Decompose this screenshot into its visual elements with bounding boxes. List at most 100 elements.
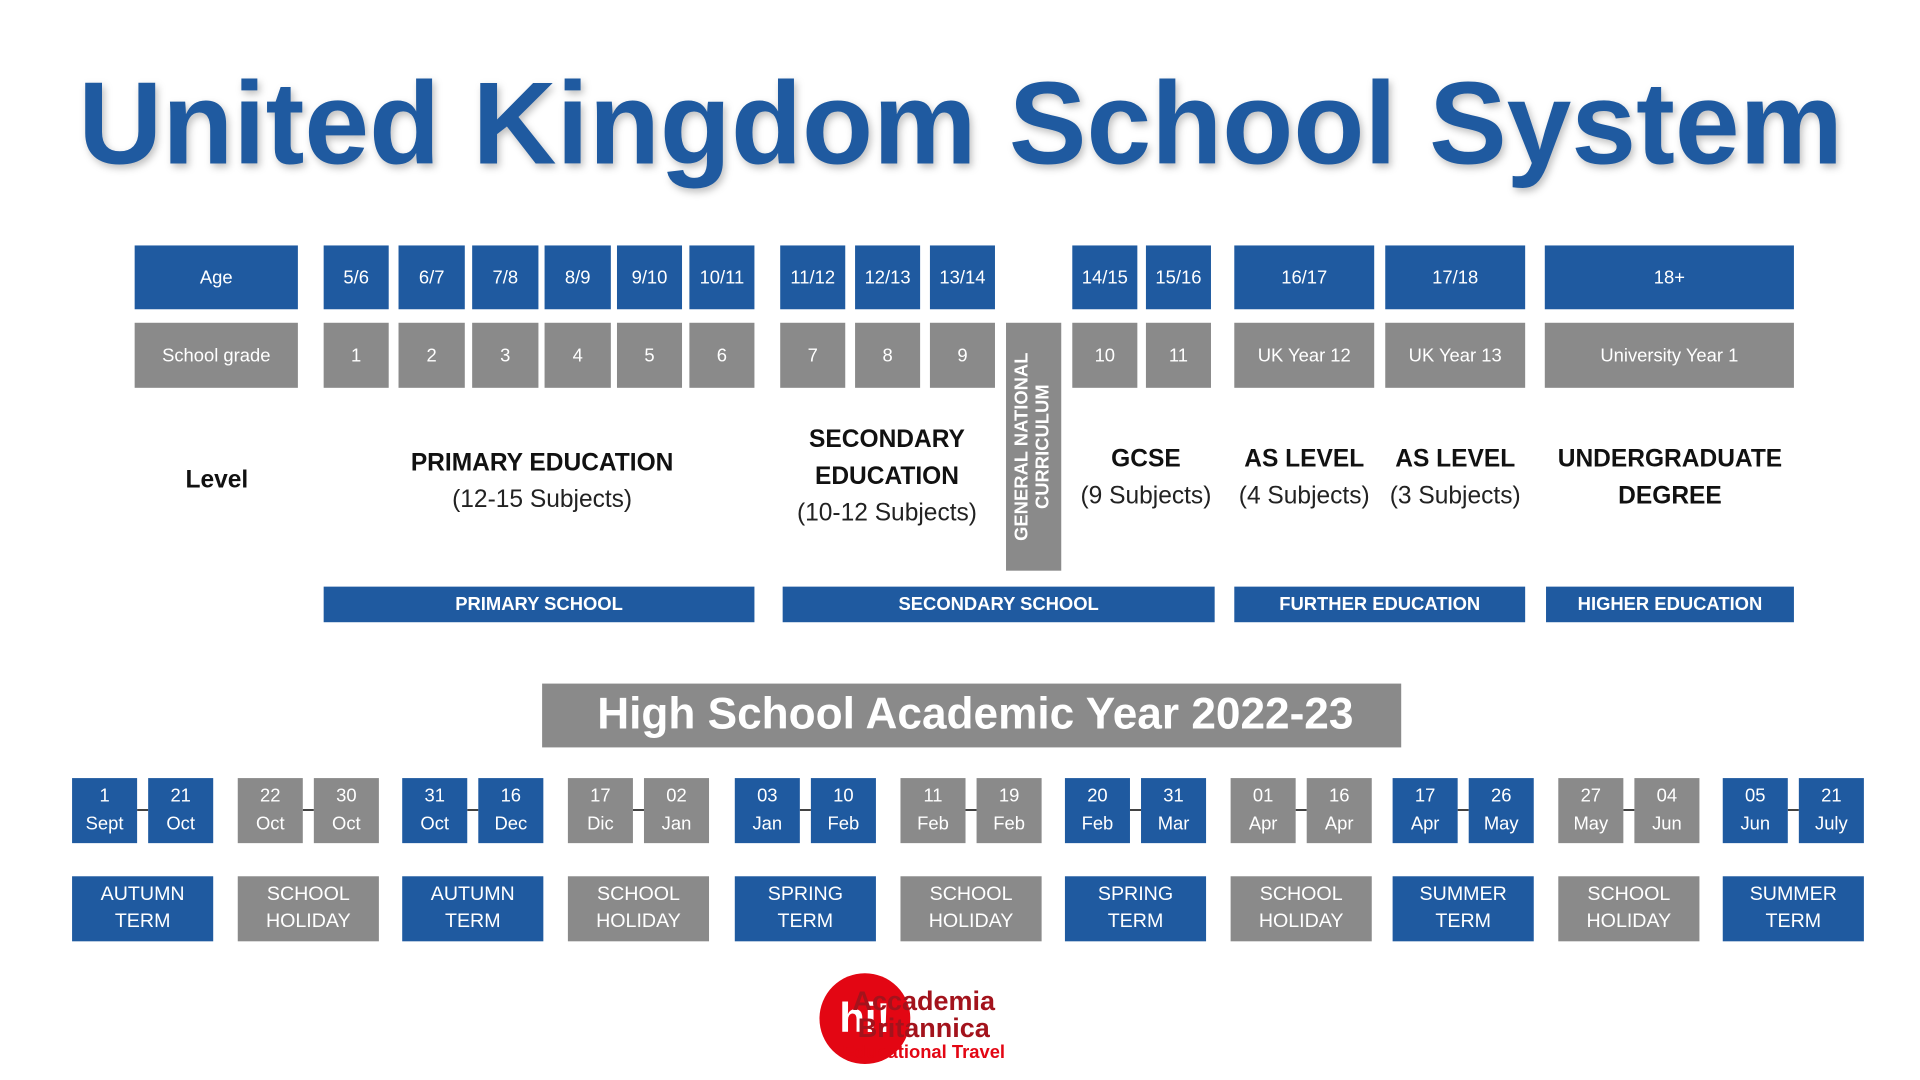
curriculum-line: GENERAL NATIONAL [1010,353,1031,541]
date-box [1392,778,1458,844]
age-box [398,245,465,310]
level-note: (3 Subjects) [1390,483,1521,510]
date-day: 11 [923,784,942,805]
date-month: Mar [1158,813,1190,834]
level-note: (4 Subjects) [1239,483,1370,510]
grade: 11 [1169,344,1188,365]
grade-box [689,322,755,388]
grade: 8 [882,344,892,365]
grade-box [472,322,539,388]
term-label: SCHOOL [267,883,350,905]
term-label: TERM [1766,910,1822,932]
term-box [567,876,710,942]
date-day: 22 [260,784,280,805]
date-month: Dec [494,813,527,834]
curriculum-box [1006,322,1062,571]
age: 15/16 [1155,266,1201,287]
grade: University Year 1 [1600,344,1738,365]
date-day: 04 [1657,784,1677,805]
age: 7/8 [493,266,519,287]
term-box [1230,876,1372,942]
term-box [237,876,379,942]
title: United Kingdom School System [78,57,1843,188]
date-box [478,778,544,844]
term-label: TERM [445,910,501,932]
grade: 5 [644,344,654,365]
date-month: Oct [420,813,449,834]
age-box [855,245,921,310]
level-heading: SECONDARY [809,426,965,453]
age: 6/7 [419,266,445,287]
date-month: Oct [166,813,195,834]
age-box [1385,245,1526,310]
term-label: SUMMER [1420,883,1507,905]
date-month: Feb [828,813,860,834]
term-label: HOLIDAY [1587,910,1672,932]
logo-tagline: Educational Travel [843,1041,1006,1062]
term-box [1722,876,1864,942]
calendar-title-box [542,683,1402,748]
grade-box [855,322,921,388]
logo-name: Britannica [858,1013,991,1043]
date-month: Apr [1325,813,1354,834]
age-box [689,245,755,310]
date-month: Sept [86,813,124,834]
term-box [72,876,214,942]
date-box [643,778,710,844]
level-heading: EDUCATION [815,463,959,490]
calendar-title: High School Academic Year 2022-23 [597,689,1353,738]
term-box [1392,876,1534,942]
date-month: Jun [1652,813,1682,834]
date-day: 02 [666,784,686,805]
grade: UK Year 13 [1409,344,1502,365]
date-box [1064,778,1130,844]
grade-box [398,322,465,388]
date-box [1558,778,1624,844]
term-label: SCHOOL [1260,883,1343,905]
age-box [929,245,995,310]
date-day: 20 [1087,784,1107,805]
level-heading: AS LEVEL [1395,446,1515,473]
age: 5/6 [343,266,369,287]
date-box [402,778,468,844]
school-name: SECONDARY SCHOOL [899,593,1099,614]
grade: 1 [351,344,361,365]
term-label: TERM [1435,910,1491,932]
level-heading: AS LEVEL [1244,446,1364,473]
term-box [1064,876,1207,942]
age: 17/18 [1432,266,1478,287]
date-box [1306,778,1372,844]
age: 10/11 [700,266,745,287]
age: 8/9 [565,266,591,287]
school-name: FURTHER EDUCATION [1279,593,1480,614]
term-label: HOLIDAY [1259,910,1344,932]
term-label: SCHOOL [930,883,1013,905]
date-day: 31 [1163,784,1183,805]
term-label: HOLIDAY [929,910,1014,932]
grade-box [1234,322,1375,388]
date-day: 16 [1329,784,1349,805]
term-box [900,876,1042,942]
date-box [1468,778,1534,844]
term-box [402,876,544,942]
level-note: (12-15 Subjects) [452,486,632,513]
curriculum: GENERAL NATIONAL CURRICULUM [1010,353,1052,541]
date-month: Jun [1740,813,1770,834]
logo-circle [819,973,911,1065]
date-month: Jan [752,813,782,834]
age-box [1145,245,1211,310]
level-label: Level [186,467,249,494]
date-box [237,778,303,844]
level-heading: GCSE [1111,446,1181,473]
age-box [323,245,389,310]
grade-box [1072,322,1138,388]
date-day: 26 [1491,784,1511,805]
term-label: TERM [1108,910,1164,932]
school-band [323,586,755,623]
grade: 3 [500,344,510,365]
date-day: 21 [170,784,190,805]
date-box [567,778,633,844]
date-month: Oct [332,813,361,834]
